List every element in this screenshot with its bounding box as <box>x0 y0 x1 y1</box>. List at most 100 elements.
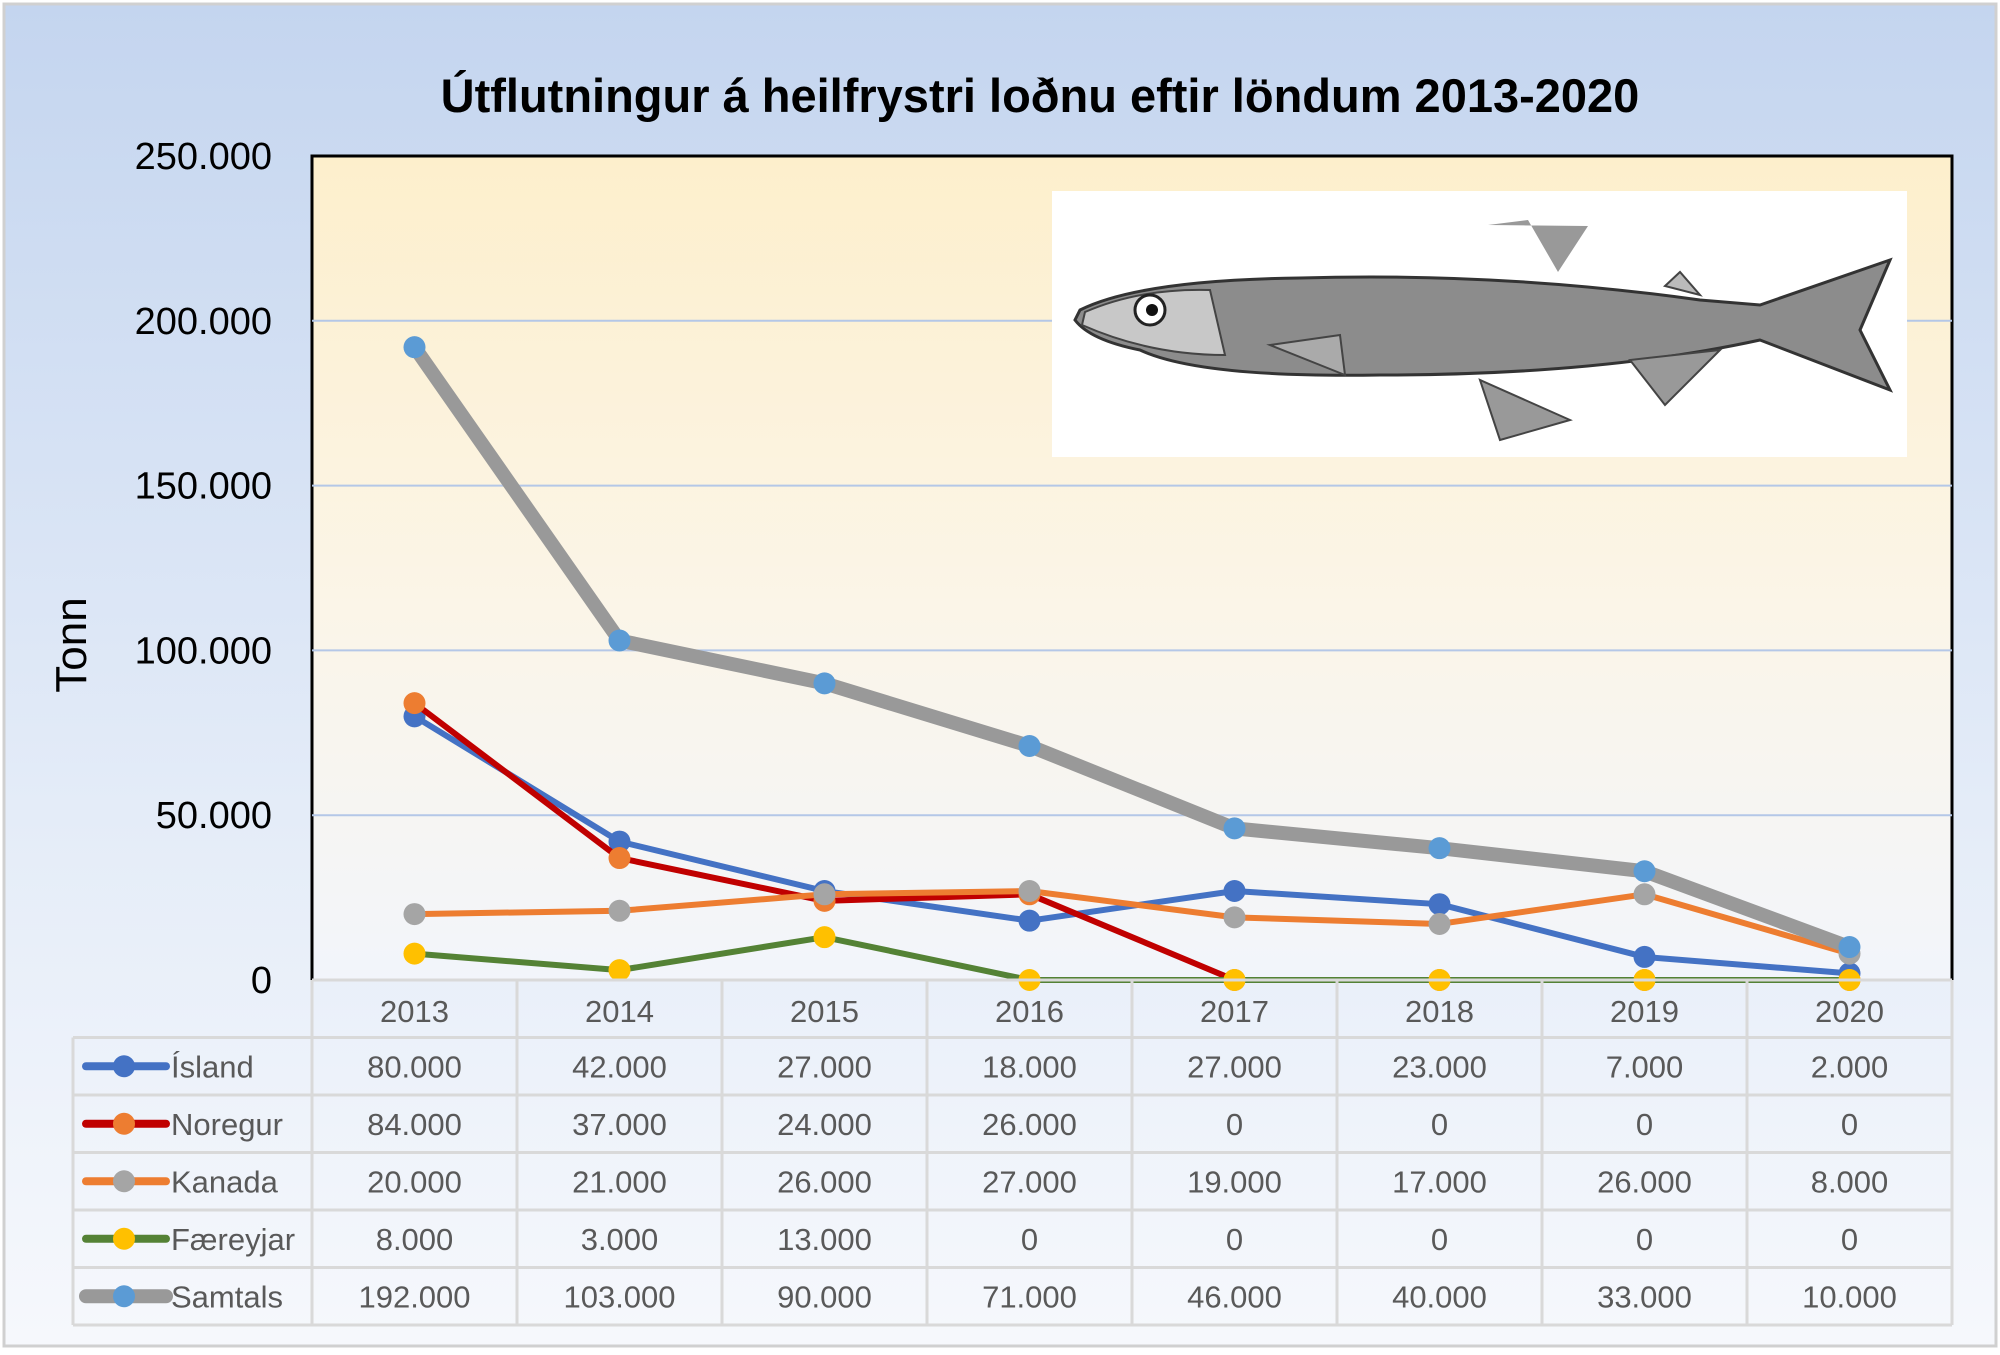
y-tick-label: 50.000 <box>156 795 272 837</box>
data-point <box>608 830 631 853</box>
x-tick-label: 2014 <box>585 994 654 1029</box>
legend-label: Kanada <box>171 1164 279 1199</box>
data-point <box>1428 912 1451 935</box>
table-cell: 46.000 <box>1187 1279 1282 1314</box>
x-tick-label: 2016 <box>995 994 1064 1029</box>
legend-label: Færeyjar <box>171 1222 295 1257</box>
table-row: Færeyjar 8.000 3.000 13.000 0 0 0 0 0 <box>82 1222 1858 1257</box>
data-point <box>1018 909 1041 932</box>
y-tick-label: 200.000 <box>135 301 272 343</box>
x-tick-label: 2015 <box>790 994 859 1029</box>
table-cell: 0 <box>1431 1222 1448 1257</box>
table-cell: 24.000 <box>777 1107 872 1142</box>
y-tick-label: 250.000 <box>135 136 272 178</box>
x-tick-label: 2018 <box>1405 994 1474 1029</box>
data-point <box>403 336 426 359</box>
data-point <box>1633 860 1656 883</box>
table-cell: 13.000 <box>777 1222 872 1257</box>
x-tick-label: 2013 <box>380 994 449 1029</box>
data-point <box>1428 837 1451 860</box>
x-tick-label: 2020 <box>1815 994 1884 1029</box>
data-point <box>1018 880 1041 903</box>
data-point <box>403 692 426 715</box>
legend-marker-icon <box>113 1285 135 1308</box>
legend-label: Noregur <box>171 1107 283 1142</box>
table-cell: 103.000 <box>563 1279 675 1314</box>
table-cell: 27.000 <box>777 1049 872 1084</box>
data-point <box>403 903 426 926</box>
table-cell: 42.000 <box>572 1049 667 1084</box>
table-row: Kanada 20.000 21.000 26.000 27.000 19.000 17.0… <box>82 1164 1889 1199</box>
data-point <box>1223 880 1246 903</box>
table-cell: 0 <box>1226 1222 1243 1257</box>
table-cell: 84.000 <box>367 1107 462 1142</box>
table-cell: 27.000 <box>982 1164 1077 1199</box>
table-cell: 27.000 <box>1187 1049 1282 1084</box>
legend-marker-icon <box>113 1170 135 1193</box>
table-cell: 3.000 <box>581 1222 659 1257</box>
legend-marker-icon <box>113 1112 135 1135</box>
legend-marker-icon <box>113 1055 135 1078</box>
table-cell: 71.000 <box>982 1279 1077 1314</box>
data-point <box>608 899 631 922</box>
table-cell: 0 <box>1021 1222 1038 1257</box>
x-tick-label: 2017 <box>1200 994 1269 1029</box>
table-cell: 37.000 <box>572 1107 667 1142</box>
table-row: Samtals 192.000 103.000 90.000 71.000 46.000 4… <box>79 1279 1897 1314</box>
table-cell: 33.000 <box>1597 1279 1692 1314</box>
table-cell: 40.000 <box>1392 1279 1487 1314</box>
data-point <box>1633 883 1656 906</box>
y-axis-label: Tonn <box>47 597 96 692</box>
data-point <box>608 847 631 870</box>
data-point <box>403 942 426 965</box>
table-cell: 26.000 <box>777 1164 872 1199</box>
table-cell: 17.000 <box>1392 1164 1487 1199</box>
table-row: Ísland 80.000 42.000 27.000 18.000 27.000 23.0… <box>82 1049 1889 1084</box>
table-cell: 90.000 <box>777 1279 872 1314</box>
table-cell: 26.000 <box>982 1107 1077 1142</box>
table-cell: 19.000 <box>1187 1164 1282 1199</box>
table-cell: 0 <box>1226 1107 1243 1142</box>
table-cell: 0 <box>1431 1107 1448 1142</box>
data-point <box>813 672 836 695</box>
table-row: Noregur 84.000 37.000 24.000 26.000 0 0 0 0 <box>82 1107 1858 1142</box>
table-cell: 192.000 <box>358 1279 470 1314</box>
data-point <box>1633 945 1656 968</box>
data-point <box>1223 906 1246 929</box>
data-point <box>1018 734 1041 757</box>
legend-label: Ísland <box>171 1049 254 1084</box>
y-tick-label: 100.000 <box>135 630 272 672</box>
data-point <box>1428 893 1451 916</box>
data-point <box>608 629 631 652</box>
fish-illustration <box>1052 191 1907 457</box>
series-line <box>414 888 1851 957</box>
data-point <box>608 959 631 982</box>
y-tick-label: 0 <box>251 960 272 1002</box>
y-tick-label: 150.000 <box>135 466 272 508</box>
x-tick-label: 2019 <box>1610 994 1679 1029</box>
table-cell: 0 <box>1841 1222 1858 1257</box>
table-cell: 2.000 <box>1811 1049 1889 1084</box>
table-cell: 18.000 <box>982 1049 1077 1084</box>
table-cell: 8.000 <box>376 1222 454 1257</box>
table-cell: 21.000 <box>572 1164 667 1199</box>
data-point <box>1838 936 1861 959</box>
table-cell: 8.000 <box>1811 1164 1889 1199</box>
series-Samtals <box>403 336 1861 959</box>
table-cell: 0 <box>1636 1222 1653 1257</box>
data-table: 2013 2014 2015 2016 2017 2018 2019 2020 Ísland 80… <box>71 978 1954 1327</box>
chart-title: Útflutningur á heilfrystri loðnu eftir l… <box>441 69 1640 122</box>
table-cell: 80.000 <box>367 1049 462 1084</box>
legend-marker-icon <box>113 1227 135 1250</box>
table-cell: 26.000 <box>1597 1164 1692 1199</box>
table-cell: 0 <box>1636 1107 1653 1142</box>
data-point <box>813 926 836 949</box>
table-cell: 10.000 <box>1802 1279 1897 1314</box>
table-cell: 20.000 <box>367 1164 462 1199</box>
data-point <box>813 883 836 906</box>
table-cell: 7.000 <box>1606 1049 1684 1084</box>
legend-label: Samtals <box>171 1279 283 1314</box>
series-line <box>408 343 1852 954</box>
data-point <box>1223 817 1246 840</box>
